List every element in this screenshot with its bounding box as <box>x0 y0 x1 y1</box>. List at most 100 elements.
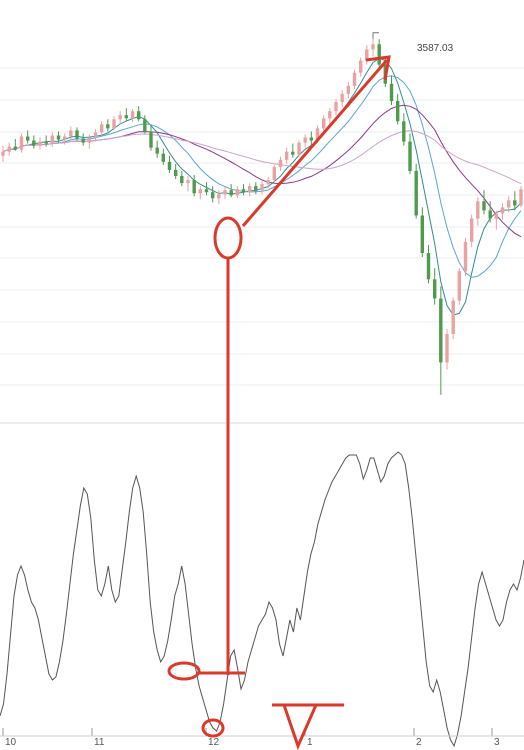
rise-arrow-shaft <box>241 59 389 227</box>
candle-body <box>75 130 79 139</box>
price-pane <box>1 32 523 395</box>
candle <box>130 109 135 123</box>
candle <box>7 142 11 156</box>
candle-body <box>38 141 42 146</box>
candle-body <box>44 141 48 144</box>
candle <box>389 75 394 106</box>
candle <box>106 119 110 132</box>
candle <box>260 181 264 195</box>
candle-body <box>346 85 350 94</box>
candle <box>63 133 67 145</box>
peak-price-label: 3587.03 <box>417 43 454 54</box>
candle-body <box>229 190 233 196</box>
candle-body <box>494 213 498 219</box>
candle-body <box>254 186 258 191</box>
candle <box>457 268 461 305</box>
candle-body <box>112 119 116 129</box>
candle <box>254 182 258 195</box>
candle-body <box>309 137 313 141</box>
candle-body <box>420 215 424 253</box>
candle <box>241 184 246 196</box>
candle-body <box>217 194 221 199</box>
candle-body <box>482 201 486 211</box>
candle-body <box>408 141 412 171</box>
candle <box>377 39 381 68</box>
candle <box>513 191 517 211</box>
candle-body <box>519 189 523 206</box>
candle-body <box>143 119 147 132</box>
candle-body <box>365 49 369 61</box>
peak-marker <box>372 32 379 39</box>
candle <box>87 134 91 149</box>
candle <box>155 140 159 158</box>
candle-body <box>433 279 437 299</box>
candle <box>100 121 104 136</box>
candle <box>32 135 36 149</box>
candle-body <box>7 146 11 152</box>
candle-body <box>167 161 172 170</box>
candle <box>38 137 42 150</box>
candle-body <box>352 72 357 86</box>
candle <box>81 133 85 146</box>
candle <box>291 143 295 158</box>
candle <box>93 129 98 142</box>
candle-body <box>470 218 474 242</box>
candle-body <box>223 190 227 195</box>
candle-body <box>340 93 344 102</box>
candle-body <box>56 135 61 140</box>
candle-body <box>100 124 104 133</box>
candle-body <box>297 142 301 155</box>
candle <box>75 127 79 141</box>
candle-body <box>106 124 110 129</box>
candle <box>346 81 350 98</box>
candle-body <box>180 176 184 184</box>
candle-body <box>285 151 289 160</box>
candle <box>19 133 24 153</box>
candle <box>223 187 227 200</box>
candle <box>180 170 184 187</box>
candle <box>149 125 153 151</box>
candle <box>476 197 480 226</box>
candle <box>297 140 301 157</box>
candle-body <box>513 200 517 206</box>
candle <box>217 190 221 205</box>
candle <box>420 207 424 258</box>
candle <box>340 89 344 108</box>
candle <box>204 182 209 196</box>
candle-body <box>204 189 209 193</box>
candle <box>229 184 233 198</box>
candle <box>266 177 270 189</box>
candle-body <box>174 169 178 176</box>
rise-arrowhead <box>365 55 391 81</box>
candle-body <box>13 146 17 150</box>
candle <box>124 108 128 122</box>
candle-body <box>463 241 468 272</box>
candle <box>470 214 474 247</box>
candle-body <box>211 192 215 199</box>
candle <box>211 186 215 203</box>
candle-body <box>402 121 406 142</box>
triangle-marker <box>282 704 318 750</box>
candle <box>285 147 289 164</box>
annotation-layer <box>167 55 391 750</box>
candle-body <box>87 137 91 143</box>
candle <box>494 210 498 230</box>
candle-body <box>377 44 381 65</box>
x-tick-label: 11 <box>94 737 105 748</box>
candle-body <box>155 147 159 154</box>
candle-body <box>266 180 270 185</box>
candle <box>167 155 172 173</box>
candle <box>192 174 196 197</box>
candle <box>439 286 443 395</box>
x-tick-label: 1 <box>307 737 313 748</box>
candle-body <box>26 136 30 141</box>
candle-body <box>396 101 400 122</box>
candle <box>463 237 468 277</box>
candle <box>488 201 492 223</box>
candle-body <box>389 83 394 101</box>
candle-body <box>451 300 455 334</box>
candle-body <box>457 271 461 301</box>
candle-body <box>248 186 252 193</box>
candle <box>186 176 190 192</box>
